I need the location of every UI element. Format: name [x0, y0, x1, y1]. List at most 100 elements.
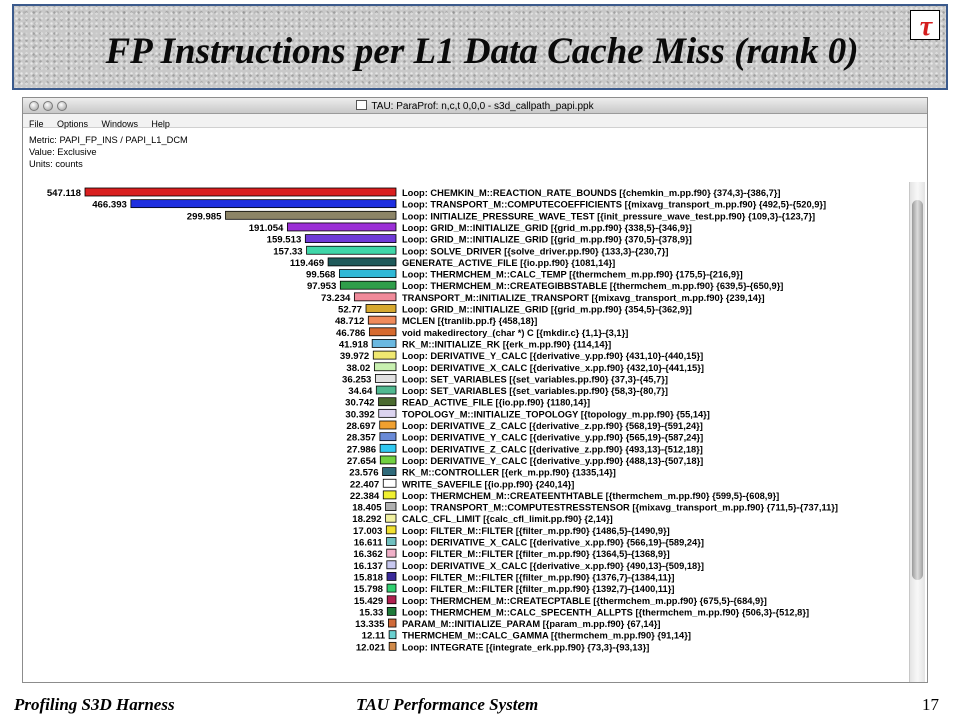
bar-value-5: 157.33: [273, 246, 302, 257]
bar-label-30[interactable]: Loop: DERIVATIVE_X_CALC [{derivative_x.p…: [402, 538, 704, 548]
bar-label-32[interactable]: Loop: DERIVATIVE_X_CALC [{derivative_x.p…: [402, 561, 704, 571]
bar-label-29[interactable]: Loop: FILTER_M::FILTER [{filter_m.pp.f90…: [402, 526, 670, 536]
bar-label-36[interactable]: Loop: THERMCHEM_M::CALC_SPECENTH_ALLPTS …: [402, 607, 809, 617]
bar-value-17: 34.64: [348, 386, 373, 397]
bar-label-31[interactable]: Loop: FILTER_M::FILTER [{filter_m.pp.f90…: [402, 549, 670, 559]
bar-label-27[interactable]: Loop: TRANSPORT_M::COMPUTESTRESSTENSOR […: [402, 503, 838, 513]
bar-label-21[interactable]: Loop: DERIVATIVE_Y_CALC [{derivative_y.p…: [402, 433, 703, 443]
bar-37[interactable]: [388, 618, 397, 628]
bar-label-38[interactable]: THERMCHEM_M::CALC_GAMMA [{thermchem_m.pp…: [402, 631, 691, 641]
bar-0[interactable]: [84, 187, 397, 197]
bar-2[interactable]: [225, 210, 397, 220]
window-title: TAU: ParaProf: n,c,t 0,0,0 - s3d_callpat…: [371, 101, 594, 112]
bar-15[interactable]: [373, 362, 397, 372]
menu-help[interactable]: Help: [151, 119, 170, 129]
scrollbar-thumb[interactable]: [912, 200, 923, 580]
bar-33[interactable]: [386, 572, 397, 581]
footer-left: Profiling S3D Harness: [14, 695, 175, 714]
bar-16[interactable]: [374, 373, 397, 383]
bar-label-11[interactable]: MCLEN [{tranlib.pp.f} {458,18}]: [402, 316, 537, 326]
bar-7[interactable]: [339, 269, 397, 278]
bar-1[interactable]: [130, 199, 397, 209]
bar-34[interactable]: [386, 583, 397, 593]
slide-title: FP Instructions per L1 Data Cache Miss (…: [105, 31, 859, 72]
bar-label-18[interactable]: READ_ACTIVE_FILE [{io.pp.f90} {1180,14}]: [402, 398, 590, 408]
minimize-window-icon[interactable]: [43, 101, 53, 111]
bar-14[interactable]: [372, 350, 397, 360]
bar-31[interactable]: [386, 548, 397, 558]
bar-11[interactable]: [367, 315, 397, 325]
bar-19[interactable]: [378, 408, 397, 418]
bar-3[interactable]: [286, 222, 397, 232]
bar-label-24[interactable]: RK_M::CONTROLLER [{erk_m.pp.f90} {1335,1…: [402, 468, 616, 478]
bar-label-3[interactable]: Loop: GRID_M::INITIALIZE_GRID [{grid_m.p…: [402, 223, 692, 233]
bar-label-26[interactable]: Loop: THERMCHEM_M::CREATEENTHTABLE [{the…: [402, 491, 779, 501]
bar-29[interactable]: [385, 525, 397, 535]
bar-label-6[interactable]: GENERATE_ACTIVE_FILE [{io.pp.f90} {1081,…: [402, 258, 615, 268]
bar-28[interactable]: [385, 513, 397, 523]
bar-label-39[interactable]: Loop: INTEGRATE [{integrate_erk.pp.f90} …: [402, 642, 649, 652]
bar-value-23: 27.654: [347, 456, 377, 467]
tau-logo: τ: [910, 10, 940, 42]
vertical-scrollbar[interactable]: [909, 182, 925, 682]
bar-label-20[interactable]: Loop: DERIVATIVE_Z_CALC [{derivative_z.p…: [402, 421, 703, 431]
bar-label-10[interactable]: Loop: GRID_M::INITIALIZE_GRID [{grid_m.p…: [402, 305, 692, 315]
bar-label-9[interactable]: TRANSPORT_M::INITIALIZE_TRANSPORT [{mixa…: [402, 293, 765, 303]
bar-label-33[interactable]: Loop: FILTER_M::FILTER [{filter_m.pp.f90…: [402, 572, 674, 582]
bar-label-0[interactable]: Loop: CHEMKIN_M::REACTION_RATE_BOUNDS [{…: [402, 188, 781, 198]
bar-label-12[interactable]: void makedirectory_(char *) C [{mkdir.c}…: [402, 328, 628, 338]
bar-25[interactable]: [382, 478, 397, 488]
bar-9[interactable]: [353, 292, 397, 302]
bar-label-16[interactable]: Loop: SET_VARIABLES [{set_variables.pp.f…: [402, 374, 668, 384]
bar-label-13[interactable]: RK_M::INITIALIZE_RK [{erk_m.pp.f90} {114…: [402, 339, 611, 349]
bar-label-7[interactable]: Loop: THERMCHEM_M::CALC_TEMP [{thermchem…: [402, 270, 743, 280]
bar-label-17[interactable]: Loop: SET_VARIABLES [{set_variables.pp.f…: [402, 386, 668, 396]
bar-27[interactable]: [385, 502, 397, 511]
bar-label-23[interactable]: Loop: DERIVATIVE_Y_CALC [{derivative_y.p…: [402, 456, 703, 466]
bar-39[interactable]: [388, 641, 397, 651]
bar-24[interactable]: [382, 467, 397, 477]
bar-18[interactable]: [378, 397, 397, 407]
bar-label-19[interactable]: TOPOLOGY_M::INITIALIZE_TOPOLOGY [{topolo…: [402, 409, 710, 419]
bar-10[interactable]: [365, 304, 397, 313]
bar-label-2[interactable]: Loop: INITIALIZE_PRESSURE_WAVE_TEST [{in…: [402, 211, 815, 221]
bar-13[interactable]: [371, 339, 397, 348]
bar-32[interactable]: [386, 560, 397, 570]
bar-label-25[interactable]: WRITE_SAVEFILE [{io.pp.f90} {240,14}]: [402, 479, 574, 489]
bar-30[interactable]: [386, 537, 397, 546]
bar-label-34[interactable]: Loop: FILTER_M::FILTER [{filter_m.pp.f90…: [402, 584, 674, 594]
bar-21[interactable]: [379, 432, 397, 442]
bar-5[interactable]: [306, 245, 397, 255]
bar-38[interactable]: [388, 630, 397, 640]
bar-label-8[interactable]: Loop: THERMCHEM_M::CREATEGIBBSTABLE [{th…: [402, 281, 783, 291]
bar-label-22[interactable]: Loop: DERIVATIVE_Z_CALC [{derivative_z.p…: [402, 444, 703, 454]
bar-value-8: 97.953: [307, 281, 336, 292]
bar-value-32: 16.137: [353, 561, 382, 572]
close-window-icon[interactable]: [29, 101, 39, 111]
bar-8[interactable]: [339, 280, 397, 290]
bar-label-35[interactable]: Loop: THERMCHEM_M::CREATECPTABLE [{therm…: [402, 596, 767, 606]
bar-label-15[interactable]: Loop: DERIVATIVE_X_CALC [{derivative_x.p…: [402, 363, 704, 373]
bar-4[interactable]: [304, 234, 397, 243]
bar-12[interactable]: [369, 327, 397, 337]
menu-windows[interactable]: Windows: [101, 119, 138, 129]
bar-value-2: 299.985: [187, 211, 222, 222]
menu-file[interactable]: File: [29, 119, 44, 129]
bar-26[interactable]: [382, 490, 397, 500]
bar-22[interactable]: [379, 443, 397, 453]
bar-6[interactable]: [327, 257, 397, 267]
bar-label-4[interactable]: Loop: GRID_M::INITIALIZE_GRID [{grid_m.p…: [402, 235, 692, 245]
bar-36[interactable]: [386, 606, 397, 616]
bar-23[interactable]: [379, 455, 397, 465]
bar-label-37[interactable]: PARAM_M::INITIALIZE_PARAM [{param_m.pp.f…: [402, 619, 660, 629]
bar-20[interactable]: [379, 420, 397, 430]
menu-options[interactable]: Options: [56, 119, 88, 129]
bar-17[interactable]: [375, 385, 397, 395]
bar-value-12: 46.786: [336, 328, 365, 339]
bar-label-5[interactable]: Loop: SOLVE_DRIVER [{solve_driver.pp.f90…: [402, 246, 668, 256]
bar-label-14[interactable]: Loop: DERIVATIVE_Y_CALC [{derivative_y.p…: [402, 351, 703, 361]
bar-label-28[interactable]: CALC_CFL_LIMIT [{calc_cfl_limit.pp.f90} …: [402, 514, 613, 524]
bar-35[interactable]: [386, 595, 397, 605]
zoom-window-icon[interactable]: [57, 101, 67, 111]
bar-label-1[interactable]: Loop: TRANSPORT_M::COMPUTECOEFFICIENTS […: [402, 200, 826, 210]
